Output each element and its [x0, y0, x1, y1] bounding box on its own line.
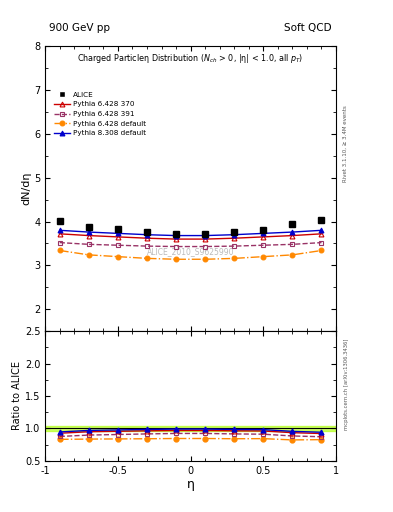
Y-axis label: dN/dη: dN/dη [21, 172, 31, 205]
Text: Charged Particleη Distribution ($N_{ch}$ > 0, |η| < 1.0, all $p_T$): Charged Particleη Distribution ($N_{ch}$… [77, 52, 304, 65]
Text: ALICE_2010_S9625990: ALICE_2010_S9625990 [147, 247, 234, 256]
Bar [45, 426, 336, 431]
X-axis label: η: η [187, 478, 195, 492]
Text: Soft QCD: Soft QCD [285, 23, 332, 33]
Text: mcplots.cern.ch [arXiv:1306.3436]: mcplots.cern.ch [arXiv:1306.3436] [344, 338, 349, 430]
Legend: ALICE, Pythia 6.428 370, Pythia 6.428 391, Pythia 6.428 default, Pythia 8.308 de: ALICE, Pythia 6.428 370, Pythia 6.428 39… [52, 90, 148, 139]
Text: Rivet 3.1.10, ≥ 3.4M events: Rivet 3.1.10, ≥ 3.4M events [343, 105, 348, 182]
Y-axis label: Ratio to ALICE: Ratio to ALICE [12, 361, 22, 431]
Text: 900 GeV pp: 900 GeV pp [49, 23, 110, 33]
